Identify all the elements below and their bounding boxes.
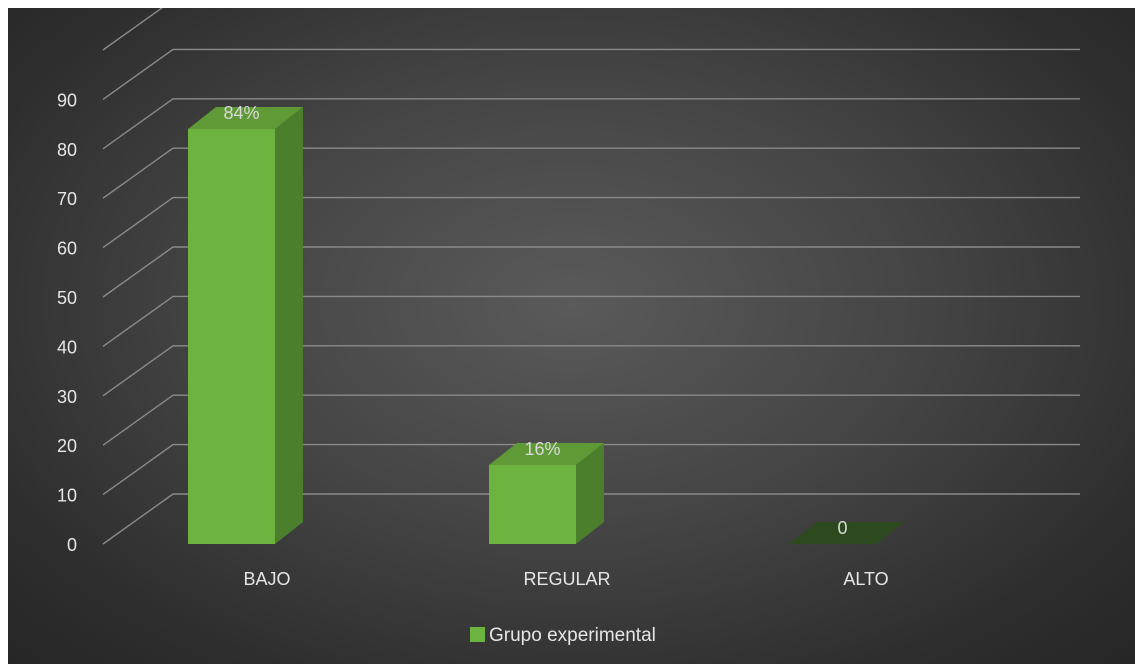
bar-top-bajo xyxy=(188,107,303,130)
bar-side-bajo xyxy=(275,107,303,544)
y-tick-label: 0 xyxy=(67,535,77,555)
chart-area: 0 10 20 30 40 50 60 70 80 90 84% BAJO 16% REGULAR 0 ALT… xyxy=(8,8,1135,664)
category-label-alto: ALTO xyxy=(843,569,888,589)
bar-alto xyxy=(789,522,904,544)
bar-side-regular xyxy=(576,442,604,544)
gridline xyxy=(102,196,1080,249)
bar-top-regular xyxy=(489,442,604,465)
gridline xyxy=(102,345,1080,397)
gridline xyxy=(102,147,1080,199)
gridline xyxy=(102,295,1080,347)
y-tick-label: 10 xyxy=(57,486,77,506)
gridline xyxy=(102,246,1080,298)
y-tick-label: 20 xyxy=(57,436,77,456)
y-tick-label: 30 xyxy=(57,387,77,407)
bar-bajo xyxy=(188,129,275,544)
y-tick-label: 80 xyxy=(57,140,77,160)
y-tick-label: 50 xyxy=(57,288,77,308)
data-label-alto: 0 xyxy=(837,518,847,538)
y-tick-label: 70 xyxy=(57,189,77,209)
category-label-regular: REGULAR xyxy=(523,569,610,589)
category-label-bajo: BAJO xyxy=(243,569,290,589)
legend-swatch xyxy=(470,627,485,642)
gridline xyxy=(102,8,164,51)
y-tick-label: 40 xyxy=(57,337,77,357)
gridline xyxy=(102,394,1080,446)
legend-label: Grupo experimental xyxy=(489,625,656,646)
data-label-bajo: 84% xyxy=(223,103,259,123)
gridline xyxy=(102,98,1080,150)
gridline xyxy=(102,48,1080,100)
gridline xyxy=(102,493,1080,545)
bar-regular xyxy=(489,464,576,544)
bar-chart: 0 10 20 30 40 50 60 70 80 90 84% BAJO 16% REGULAR 0 ALT… xyxy=(57,8,1080,646)
data-label-regular: 16% xyxy=(524,439,560,459)
y-tick-label: 60 xyxy=(57,239,77,259)
y-tick-label: 90 xyxy=(57,90,77,110)
gridline xyxy=(102,443,1080,496)
